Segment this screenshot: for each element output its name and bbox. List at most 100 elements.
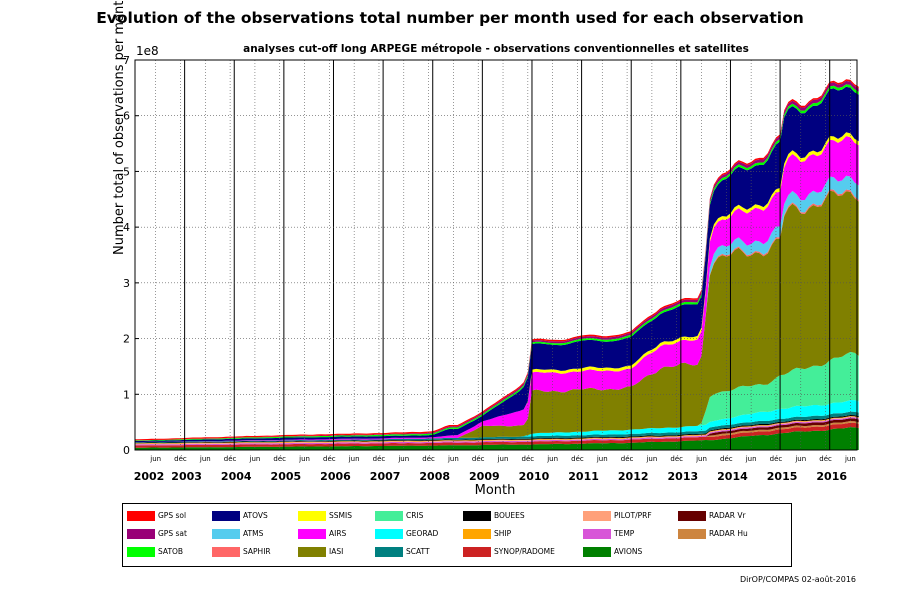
x-month-label: jun [497,455,509,463]
x-month-label: déc [770,455,783,463]
legend-swatch [212,529,240,539]
x-month-label: jun [794,455,806,463]
x-month-label: déc [323,455,336,463]
plot-frame [134,59,858,451]
credit-text: DirOP/COMPAS 02-août-2016 [740,575,856,584]
legend-label: SHIP [494,529,512,538]
x-month-label: jun [596,455,608,463]
area-georad [135,400,859,443]
area-cris [135,351,859,443]
legend-item: SCATT [375,546,430,558]
x-year-label: 2003 [171,470,202,483]
x-month-label: déc [670,455,683,463]
y-tick-label: 0 [123,444,130,457]
area-temp [135,417,859,446]
legend-label: ATMS [243,529,264,538]
x-year-label: 2012 [618,470,649,483]
x-month-label: jun [645,455,657,463]
x-year-label: 2014 [717,470,748,483]
legend: GPS sol GPS sat SATOB ATOVS ATMS SAPHIR SSMIS A… [122,503,792,567]
legend-swatch [212,547,240,557]
x-month-label: jun [149,455,161,463]
x-month-label: déc [174,455,187,463]
legend-label: GPS sat [158,529,187,538]
x-month-label: déc [720,455,733,463]
legend-item: SHIP [463,528,511,540]
legend-label: GPS sol [158,511,187,520]
legend-item: ATOVS [212,510,268,522]
legend-swatch [212,511,240,521]
legend-label: IASI [329,547,344,556]
legend-swatch [375,529,403,539]
x-year-label: 2013 [668,470,699,483]
legend-item: RADAR Hu [678,528,748,540]
legend-swatch [127,511,155,521]
x-month-label: jun [298,455,310,463]
y-tick-label: 7 [123,54,130,67]
x-year-label: 2015 [767,470,798,483]
legend-label: AIRS [329,529,347,538]
x-month-label: déc [472,455,485,463]
x-month-label: jun [447,455,459,463]
legend-swatch [463,529,491,539]
x-year-label: 2002 [134,470,165,483]
legend-label: SAPHIR [243,547,271,556]
x-month-label: jun [695,455,707,463]
x-month-label: jun [546,455,558,463]
legend-swatch [463,511,491,521]
legend-label: GEORAD [406,529,439,538]
x-month-label: jun [745,455,757,463]
x-year-label: 2006 [320,470,351,483]
x-year-label: 2007 [370,470,401,483]
legend-label: SATOB [158,547,184,556]
legend-label: RADAR Hu [709,529,748,538]
x-year-label: 2011 [568,470,599,483]
legend-item: SATOB [127,546,183,558]
x-month-label: déc [422,455,435,463]
x-year-label: 2016 [816,470,847,483]
legend-swatch [463,547,491,557]
y-tick-label: 1 [123,388,130,401]
legend-label: ATOVS [243,511,268,520]
legend-item: GPS sat [127,528,187,540]
x-month-label: déc [819,455,832,463]
legend-item: GPS sol [127,510,186,522]
x-year-label: 2008 [419,470,450,483]
legend-item: AIRS [298,528,346,540]
legend-item: AVIONS [583,546,642,558]
x-month-label: jun [348,455,360,463]
legend-item: SSMIS [298,510,352,522]
area-scatt [135,411,859,443]
legend-label: SCATT [406,547,430,556]
legend-swatch [583,547,611,557]
legend-swatch [375,547,403,557]
legend-label: CRIS [406,511,424,520]
legend-label: SYNOP/RADOME [494,547,555,556]
x-month-label: déc [621,455,634,463]
legend-item: RADAR Vr [678,510,746,522]
chart-subtitle: analyses cut-off long ARPEGE métropole -… [243,43,749,55]
area-synop-radome [135,422,859,448]
x-month-label: déc [224,455,237,463]
legend-item: TEMP [583,528,634,540]
legend-item: SYNOP/RADOME [463,546,555,558]
x-month-label: jun [844,455,856,463]
legend-label: RADAR Vr [709,511,746,520]
x-axis-label: Month [474,483,516,498]
legend-item: IASI [298,546,343,558]
legend-swatch [127,547,155,557]
legend-item: SAPHIR [212,546,271,558]
legend-item: GEORAD [375,528,438,540]
legend-swatch [127,529,155,539]
area-atms [135,175,859,443]
legend-swatch [298,529,326,539]
y-tick-label: 4 [123,221,130,234]
area-iasi [135,190,859,443]
x-month-label: déc [373,455,386,463]
x-year-label: 2010 [519,470,550,483]
x-month-label: jun [397,455,409,463]
legend-label: TEMP [614,529,635,538]
legend-item: BOUEES [463,510,525,522]
y-tick-label: 6 [123,110,130,123]
